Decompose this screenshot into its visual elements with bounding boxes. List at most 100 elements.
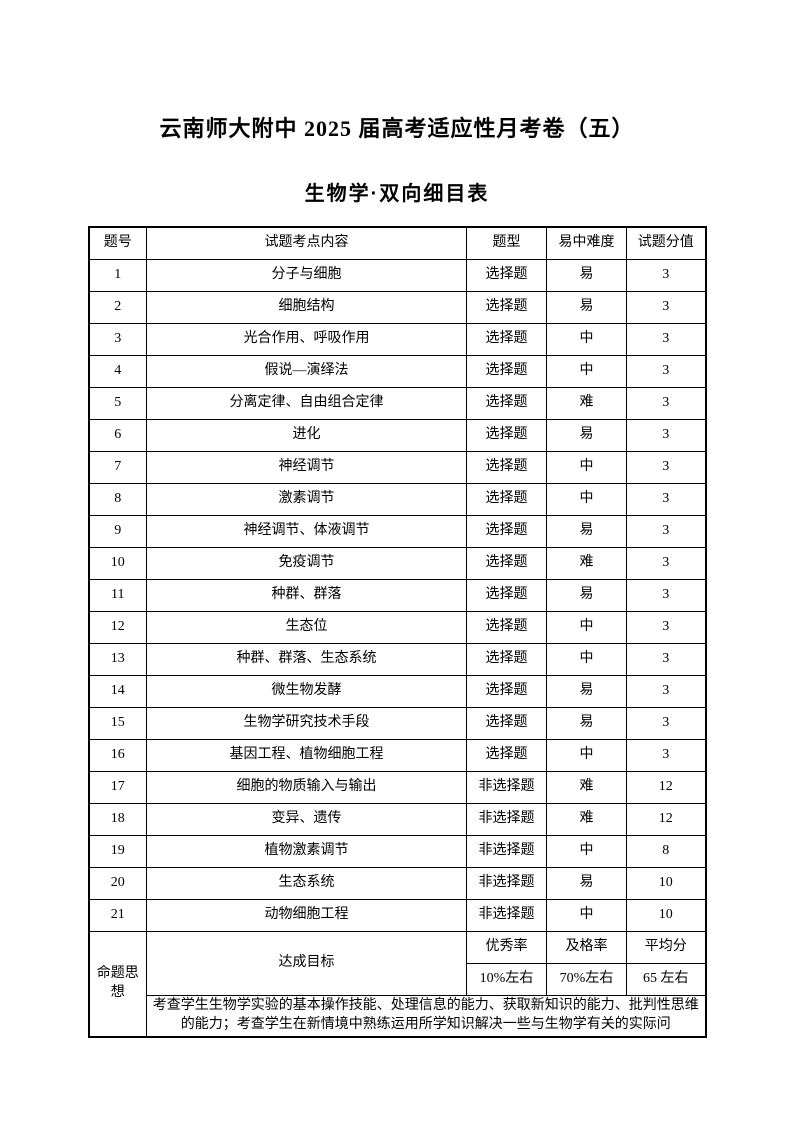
difficulty-cell: 难 xyxy=(546,803,627,836)
difficulty-cell: 中 xyxy=(546,739,627,772)
topic-cell: 生态位 xyxy=(146,611,467,644)
table-row: 1 分子与细胞 选择题易 3 xyxy=(88,259,706,292)
table-row: 10 免疫调节 选择题难 3 xyxy=(88,547,706,580)
question-number-cell: 2 xyxy=(88,291,147,324)
score-cell: 3 xyxy=(626,707,706,740)
goal-label-cell: 达成目标 xyxy=(146,931,467,996)
topic-cell: 神经调节、体液调节 xyxy=(146,515,467,548)
question-number-cell: 18 xyxy=(88,803,147,836)
difficulty-cell: 中 xyxy=(546,323,627,356)
question-type-cell: 非选择题 xyxy=(466,835,547,868)
table-row: 11 种群、群落 选择题易 3 xyxy=(88,579,706,612)
question-type-cell: 选择题 xyxy=(466,739,547,772)
topic-cell: 生物学研究技术手段 xyxy=(146,707,467,740)
table-row: 15 生物学研究技术手段 选择题易 3 xyxy=(88,707,706,740)
score-cell: 10 xyxy=(626,867,706,900)
question-number-cell: 11 xyxy=(88,579,147,612)
question-number-cell: 5 xyxy=(88,387,147,420)
question-type-cell: 选择题 xyxy=(466,547,547,580)
question-number-cell: 3 xyxy=(88,323,147,356)
table-row: 17 细胞的物质输入与输出 非选择题难 12 xyxy=(88,771,706,804)
document-title: 云南师大附中 2025 届高考适应性月考卷（五） xyxy=(159,116,635,141)
table-footer: 命题思想 达成目标 优秀率 及格率 平均分 10%左右 70%左右 65 左右 … xyxy=(88,930,706,1038)
question-type-cell: 选择题 xyxy=(466,259,547,292)
question-number-cell: 10 xyxy=(88,547,147,580)
topic-cell: 分离定律、自由组合定律 xyxy=(146,387,467,420)
question-type-cell: 选择题 xyxy=(466,419,547,452)
question-number-cell: 1 xyxy=(88,259,147,292)
topic-cell: 进化 xyxy=(146,419,467,452)
topic-cell: 微生物发酵 xyxy=(146,675,467,708)
pass-rate-label-cell: 及格率 xyxy=(546,931,627,964)
pass-rate-value-cell: 70%左右 xyxy=(546,963,627,996)
difficulty-cell: 难 xyxy=(546,387,627,420)
score-cell: 12 xyxy=(626,771,706,804)
table-row: 6 进化 选择题易 3 xyxy=(88,419,706,452)
question-number-cell: 8 xyxy=(88,483,147,516)
score-cell: 3 xyxy=(626,291,706,324)
difficulty-cell: 易 xyxy=(546,579,627,612)
difficulty-cell: 易 xyxy=(546,515,627,548)
column-header-topic: 试题考点内容 xyxy=(146,226,467,260)
question-number-cell: 7 xyxy=(88,451,147,484)
topic-cell: 变异、遗传 xyxy=(146,803,467,836)
topic-cell: 免疫调节 xyxy=(146,547,467,580)
question-number-cell: 20 xyxy=(88,867,147,900)
topic-cell: 细胞的物质输入与输出 xyxy=(146,771,467,804)
question-number-cell: 14 xyxy=(88,675,147,708)
table-row: 2 细胞结构 选择题易 3 xyxy=(88,291,706,324)
topic-cell: 假说—演绎法 xyxy=(146,355,467,388)
difficulty-cell: 易 xyxy=(546,675,627,708)
question-type-cell: 选择题 xyxy=(466,675,547,708)
column-header-question-type: 题型 xyxy=(466,226,547,260)
difficulty-cell: 易 xyxy=(546,419,627,452)
table-row: 14 微生物发酵 选择题易 3 xyxy=(88,675,706,708)
table-row: 18 变异、遗传 非选择题难 12 xyxy=(88,803,706,836)
question-type-cell: 选择题 xyxy=(466,387,547,420)
header-row: 题号 试题考点内容 题型 易中难度 试题分值 xyxy=(88,226,706,260)
table-row: 3 光合作用、呼吸作用 选择题中 3 xyxy=(88,323,706,356)
table-row: 8 激素调节 选择题中 3 xyxy=(88,483,706,516)
topic-cell: 种群、群落、生态系统 xyxy=(146,643,467,676)
question-number-cell: 15 xyxy=(88,707,147,740)
table-row: 16 基因工程、植物细胞工程 选择题中 3 xyxy=(88,739,706,772)
table-row: 12 生态位 选择题中 3 xyxy=(88,611,706,644)
question-type-cell: 非选择题 xyxy=(466,899,547,932)
excellent-rate-value-cell: 10%左右 xyxy=(466,963,547,996)
question-number-cell: 13 xyxy=(88,643,147,676)
score-cell: 3 xyxy=(626,483,706,516)
question-number-cell: 16 xyxy=(88,739,147,772)
topic-cell: 激素调节 xyxy=(146,483,467,516)
topic-cell: 种群、群落 xyxy=(146,579,467,612)
topic-cell: 分子与细胞 xyxy=(146,259,467,292)
difficulty-cell: 易 xyxy=(546,867,627,900)
question-type-cell: 选择题 xyxy=(466,355,547,388)
table-row: 13 种群、群落、生态系统 选择题中 3 xyxy=(88,643,706,676)
score-cell: 3 xyxy=(626,355,706,388)
proposition-note-cell: 考查学生生物学实验的基本操作技能、处理信息的能力、获取新知识的能力、批判性思维的… xyxy=(146,994,706,1038)
score-cell: 3 xyxy=(626,515,706,548)
score-cell: 10 xyxy=(626,899,706,932)
question-type-cell: 选择题 xyxy=(466,707,547,740)
score-cell: 3 xyxy=(626,643,706,676)
question-type-cell: 选择题 xyxy=(466,323,547,356)
note-row: 考查学生生物学实验的基本操作技能、处理信息的能力、获取新知识的能力、批判性思维的… xyxy=(89,994,706,1038)
question-type-cell: 选择题 xyxy=(466,451,547,484)
score-cell: 3 xyxy=(626,387,706,420)
excellent-rate-label-cell: 优秀率 xyxy=(466,931,547,964)
question-type-cell: 选择题 xyxy=(466,515,547,548)
column-header-score: 试题分值 xyxy=(626,226,706,260)
difficulty-cell: 易 xyxy=(546,291,627,324)
score-cell: 3 xyxy=(626,259,706,292)
topic-cell: 细胞结构 xyxy=(146,291,467,324)
question-number-cell: 12 xyxy=(88,611,147,644)
table-row: 5 分离定律、自由组合定律 选择题难 3 xyxy=(88,387,706,420)
topic-cell: 植物激素调节 xyxy=(146,835,467,868)
table-row: 4 假说—演绎法 选择题中 3 xyxy=(88,355,706,388)
question-type-cell: 选择题 xyxy=(466,643,547,676)
topic-cell: 生态系统 xyxy=(146,867,467,900)
score-cell: 3 xyxy=(626,323,706,356)
table-row: 21 动物细胞工程 非选择题中 10 xyxy=(88,899,706,932)
difficulty-cell: 易 xyxy=(546,259,627,292)
